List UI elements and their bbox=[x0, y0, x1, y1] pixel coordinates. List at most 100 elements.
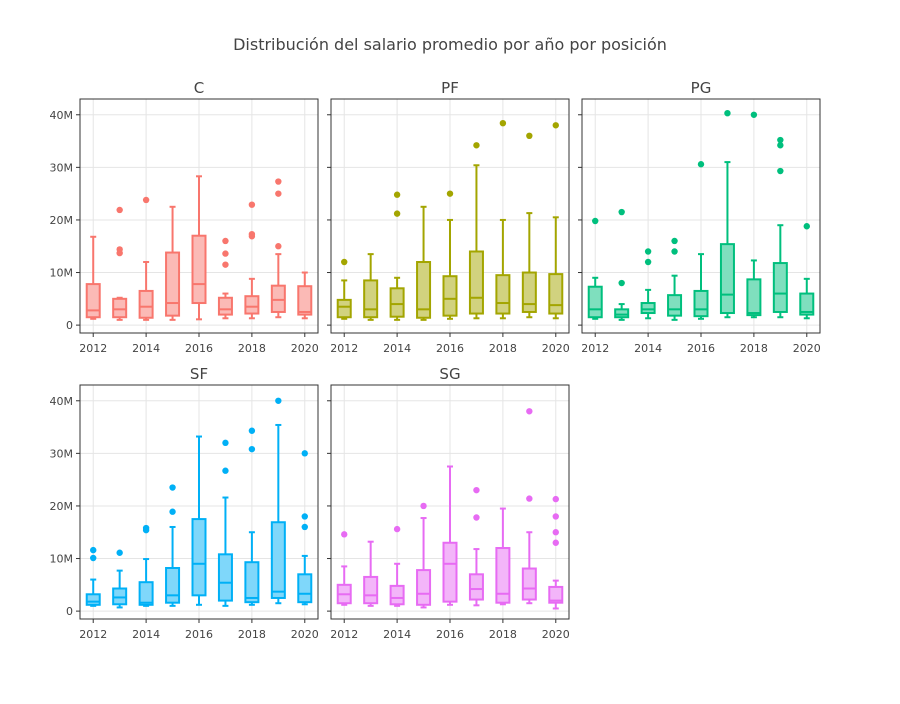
box-pg-2015 bbox=[667, 274, 683, 321]
outlier-point bbox=[90, 554, 97, 562]
box-iqr bbox=[389, 287, 405, 318]
outlier-point bbox=[393, 210, 401, 217]
outlier-point bbox=[473, 142, 480, 149]
outlier-point bbox=[618, 279, 625, 287]
outlier-point bbox=[116, 549, 123, 556]
outlier-point bbox=[420, 502, 427, 510]
box-iqr bbox=[719, 243, 735, 315]
x-tick-label: 2018 bbox=[489, 628, 517, 641]
box-c-2018 bbox=[244, 277, 260, 320]
box-iqr bbox=[468, 250, 484, 315]
outlier-point bbox=[275, 397, 282, 404]
outlier-point bbox=[301, 513, 308, 520]
box-pf-2020 bbox=[548, 216, 564, 320]
box-iqr bbox=[521, 567, 537, 601]
box-c-2020 bbox=[297, 271, 313, 320]
x-tick-label: 2020 bbox=[291, 342, 319, 355]
box-pg-2019 bbox=[772, 224, 788, 319]
box-pg-2014 bbox=[640, 288, 656, 320]
box-sg-2019 bbox=[521, 531, 537, 605]
outlier-point bbox=[552, 122, 559, 129]
x-tick-label: 2016 bbox=[687, 342, 715, 355]
box-pf-2013 bbox=[363, 253, 379, 321]
outlier-point bbox=[618, 208, 625, 216]
box-pf-2015 bbox=[416, 205, 432, 321]
box-sf-2019 bbox=[270, 423, 286, 605]
box-sf-2020 bbox=[297, 554, 313, 606]
panel-sf: 0 10M 20M 30M 40M 2012 2014 2016 2018 2020 SF bbox=[50, 365, 319, 641]
y-tick-label: 30M bbox=[50, 447, 74, 460]
x-tick-label: 2016 bbox=[185, 342, 213, 355]
box-iqr bbox=[416, 569, 432, 606]
box-pf-2018 bbox=[495, 218, 511, 320]
outlier-point bbox=[248, 445, 256, 453]
outlier-point bbox=[499, 119, 507, 127]
x-tick-label: 2014 bbox=[132, 628, 160, 641]
outlier-point bbox=[777, 142, 784, 149]
box-pg-2012 bbox=[587, 276, 603, 320]
outlier-point bbox=[671, 248, 678, 255]
outlier-point bbox=[248, 233, 256, 240]
y-tick-label: 0 bbox=[66, 319, 73, 332]
outlier-point bbox=[526, 408, 533, 415]
outlier-point bbox=[393, 525, 401, 533]
box-iqr bbox=[85, 283, 101, 319]
x-tick-label: 2020 bbox=[793, 342, 821, 355]
box-c-2019 bbox=[270, 253, 286, 319]
box-sg-2014 bbox=[389, 562, 405, 607]
outlier-point bbox=[116, 249, 123, 257]
box-iqr bbox=[336, 298, 352, 319]
outlier-point bbox=[142, 526, 150, 534]
outlier-point bbox=[341, 258, 348, 266]
x-tick-label: 2014 bbox=[383, 342, 411, 355]
box-iqr bbox=[270, 521, 286, 599]
outlier-point bbox=[301, 450, 308, 457]
y-tick-label: 40M bbox=[50, 395, 74, 408]
box-c-2012 bbox=[85, 235, 101, 320]
x-tick-label: 2020 bbox=[291, 628, 319, 641]
outlier-point bbox=[644, 258, 652, 266]
outlier-point bbox=[803, 223, 810, 230]
box-pf-2016 bbox=[442, 218, 458, 320]
box-sg-2018 bbox=[495, 507, 511, 606]
outlier-point bbox=[526, 495, 533, 502]
y-tick-label: 10M bbox=[50, 267, 74, 280]
x-tick-label: 2012 bbox=[79, 342, 107, 355]
box-sg-2012 bbox=[336, 565, 352, 606]
box-sf-2018 bbox=[244, 531, 260, 606]
panel-title: SG bbox=[439, 365, 460, 383]
outlier-point bbox=[552, 513, 559, 520]
outlier-point bbox=[222, 439, 229, 447]
outlier-point bbox=[644, 248, 652, 255]
box-iqr bbox=[165, 251, 181, 317]
box-sf-2015 bbox=[165, 525, 181, 607]
box-c-2014 bbox=[138, 261, 154, 321]
outlier-point bbox=[222, 261, 229, 268]
box-iqr bbox=[587, 285, 603, 319]
outlier-point bbox=[777, 136, 784, 144]
box-iqr bbox=[244, 295, 260, 315]
outlier-point bbox=[473, 486, 480, 494]
panel-title: SF bbox=[190, 365, 208, 383]
box-iqr bbox=[112, 297, 128, 319]
panel-title: PF bbox=[441, 79, 459, 97]
outlier-point bbox=[777, 167, 784, 175]
box-pf-2014 bbox=[389, 276, 405, 321]
box-iqr bbox=[772, 262, 788, 313]
box-pg-2018 bbox=[746, 259, 762, 319]
outlier-point bbox=[142, 196, 150, 204]
panel-pf: 2012 2014 2016 2018 2020 PF bbox=[327, 79, 570, 355]
outlier-point bbox=[671, 237, 678, 245]
box-sg-2020 bbox=[548, 579, 564, 610]
outlier-point bbox=[446, 190, 454, 197]
box-iqr bbox=[468, 573, 484, 601]
box-iqr bbox=[799, 292, 815, 316]
x-tick-label: 2018 bbox=[238, 628, 266, 641]
box-iqr bbox=[217, 296, 233, 316]
outlier-point bbox=[169, 508, 176, 515]
box-iqr bbox=[495, 547, 511, 604]
x-tick-label: 2012 bbox=[79, 628, 107, 641]
box-iqr bbox=[614, 308, 630, 319]
